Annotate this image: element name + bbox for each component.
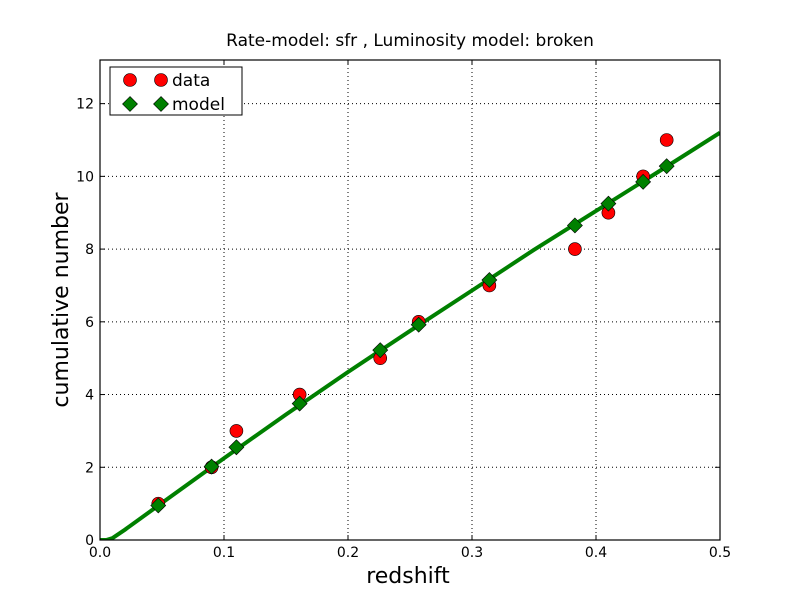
- axis-ticks: 0.0 0.1 0.2 0.3 0.4 0.5 0 2 4 6 8 10 12: [76, 60, 731, 561]
- legend-label-data: data: [172, 71, 210, 91]
- legend-label-model: model: [172, 95, 225, 115]
- y-tick-label: 12: [76, 97, 94, 113]
- y-tick-label: 10: [76, 169, 94, 185]
- model-point: [658, 158, 675, 175]
- data-point: [659, 133, 674, 147]
- x-axis-label: redshift: [366, 564, 450, 589]
- model-point: [600, 195, 617, 212]
- model-point: [203, 458, 220, 475]
- data-point: [568, 242, 582, 256]
- x-tick-label: 0.3: [461, 545, 483, 561]
- legend-marker-data: [154, 73, 168, 87]
- chart-title: Rate-model: sfr , Luminosity model: brok…: [226, 31, 594, 51]
- model-point: [566, 217, 583, 234]
- model-point: [228, 439, 245, 456]
- y-tick-label: 6: [85, 315, 94, 331]
- x-tick-label: 0.1: [213, 545, 235, 561]
- model-point: [410, 316, 427, 333]
- y-tick-label: 0: [85, 533, 94, 549]
- y-tick-label: 2: [85, 460, 94, 476]
- x-tick-label: 0.0: [89, 545, 111, 561]
- model-point: [150, 497, 167, 514]
- model-point: [635, 173, 652, 190]
- y-axis-label: cumulative number: [49, 191, 74, 407]
- x-tick-label: 0.5: [709, 545, 731, 561]
- legend-marker-data: [123, 73, 137, 87]
- plot-frame: [99, 59, 721, 541]
- y-tick-label: 4: [85, 388, 94, 404]
- model-point: [291, 395, 308, 412]
- data-markers: [150, 133, 675, 514]
- x-tick-label: 0.2: [337, 545, 359, 561]
- legend: data model: [109, 66, 243, 116]
- y-tick-label: 8: [85, 242, 94, 258]
- x-tick-label: 0.4: [585, 545, 607, 561]
- model-point: [481, 272, 498, 288]
- model-point: [372, 342, 389, 359]
- legend-marker-model: [122, 96, 138, 112]
- legend-marker-model: [153, 96, 169, 112]
- model-curve: [100, 131, 720, 540]
- data-point: [229, 424, 244, 438]
